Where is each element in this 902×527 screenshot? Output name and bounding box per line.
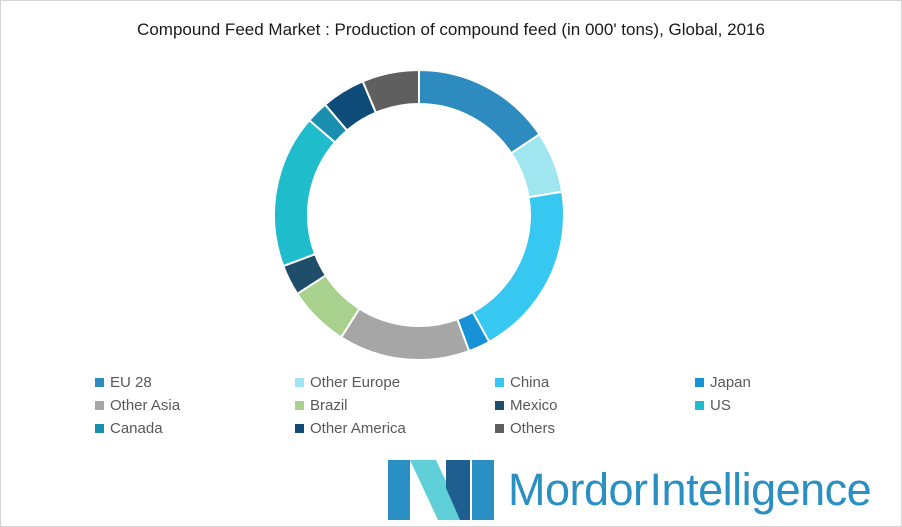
legend-item: Brazil — [295, 396, 495, 415]
legend-label: Other Asia — [110, 397, 181, 414]
legend-swatch — [495, 401, 504, 410]
legend-item: Canada — [95, 419, 295, 438]
logo-word-mordor: Mordor — [508, 464, 648, 515]
legend-item: Mexico — [495, 396, 695, 415]
legend-swatch — [95, 424, 104, 433]
legend-swatch — [295, 424, 304, 433]
donut-slice-us — [273, 118, 337, 268]
legend-swatch — [495, 378, 504, 387]
logo-wordmark: MordorIntelligence — [508, 462, 872, 518]
legend-swatch — [495, 424, 504, 433]
legend-swatch — [95, 378, 104, 387]
legend-label: Others — [510, 420, 556, 437]
mordor-logo-icon — [388, 460, 494, 520]
legend-item: Other Asia — [95, 396, 295, 415]
legend-item: Other Europe — [295, 373, 495, 392]
donut-slice-china — [471, 190, 565, 344]
legend-label: Japan — [710, 374, 751, 391]
legend-label: Canada — [110, 420, 163, 437]
legend-label: China — [510, 374, 550, 391]
chart-legend: EU 28 Other Europe China Japan Other Asia Bra… — [95, 373, 815, 438]
legend-swatch — [295, 401, 304, 410]
legend-label: Mexico — [510, 397, 558, 414]
legend-item: Others — [495, 419, 695, 438]
legend-label: Brazil — [310, 397, 348, 414]
donut-slice-other-asia — [339, 307, 471, 361]
legend-swatch — [695, 401, 704, 410]
donut-slice-eu-28 — [418, 68, 541, 155]
legend-item: EU 28 — [95, 373, 295, 392]
chart-title: Compound Feed Market : Production of com… — [137, 20, 765, 39]
legend-label: Other Europe — [310, 374, 401, 391]
legend-label: Other America — [310, 420, 406, 437]
legend-swatch — [295, 378, 304, 387]
legend-item: Japan — [695, 373, 815, 392]
legend-swatch — [95, 401, 104, 410]
logo-word-intelligence: Intelligence — [649, 464, 872, 515]
legend-item: Other America — [295, 419, 495, 438]
legend-item: China — [495, 373, 695, 392]
legend-label: EU 28 — [110, 374, 152, 391]
donut-slice-others — [361, 68, 420, 115]
legend-item: US — [695, 396, 815, 415]
legend-label: US — [710, 397, 731, 414]
brand-logo: MordorIntelligence — [388, 460, 898, 520]
legend-swatch — [695, 378, 704, 387]
